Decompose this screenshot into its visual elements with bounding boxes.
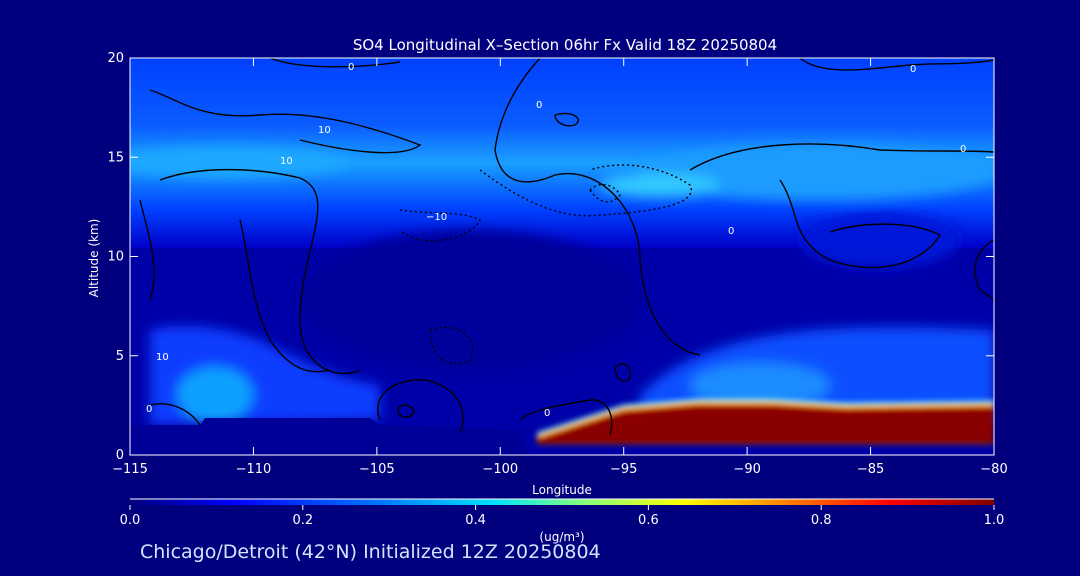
x-tick-label: −100 — [482, 462, 518, 477]
terrain-surface — [130, 418, 530, 455]
contour-line — [269, 58, 401, 68]
x-tick-label: −105 — [359, 462, 395, 477]
contour-line — [779, 179, 941, 269]
y-tick-label: 15 — [107, 150, 124, 165]
contour-line — [377, 379, 464, 433]
colorbar-ticks: 0.0 0.2 0.4 0.6 0.8 1.0 — [120, 505, 1005, 528]
x-tick-label: −90 — [733, 462, 760, 477]
contour-label: 0 — [728, 226, 734, 237]
footer-caption: Chicago/Detroit (42°N) Initialized 12Z 2… — [140, 541, 601, 563]
y-tick-label: 0 — [116, 448, 124, 463]
contour-label: −10 — [426, 212, 447, 223]
contour-line — [149, 403, 201, 426]
contour-line — [974, 239, 994, 301]
colorbar — [130, 499, 994, 505]
dark-upper-east — [800, 212, 960, 268]
colorbar-tick-label: 0.2 — [292, 513, 313, 528]
highlight-west — [130, 146, 350, 178]
lower-west-bright — [177, 367, 253, 423]
y-axis-label: Altitude (km) — [87, 219, 101, 298]
contour-label: 0 — [348, 62, 354, 73]
contour-label: 0 — [544, 408, 550, 419]
dark-core — [300, 230, 640, 370]
contour-label: 0 — [536, 100, 542, 111]
colorbar-tick-label: 0.0 — [120, 513, 141, 528]
x-tick-label: −115 — [112, 462, 148, 477]
x-tick-label: −80 — [980, 462, 1007, 477]
contour-line — [149, 89, 422, 154]
colorbar-tick-label: 0.6 — [638, 513, 659, 528]
contour-label: 0 — [960, 144, 966, 155]
lower-east-bright — [690, 363, 830, 407]
contour-label: 0 — [910, 64, 916, 75]
highlight-east — [640, 144, 994, 200]
contour-label: 10 — [156, 352, 169, 363]
contour-line-dashed — [589, 183, 621, 203]
colorbar-tick-label: 0.4 — [465, 513, 486, 528]
contour-line — [689, 143, 994, 171]
contour-line — [159, 168, 361, 375]
highlight-core — [600, 173, 720, 197]
colorbar-tick-label: 0.8 — [811, 513, 832, 528]
contour-label: 10 — [318, 125, 331, 136]
x-tick-label: −85 — [857, 462, 884, 477]
contour-labels: 0 0 10 10 −10 0 0 0 0 0 10 — [146, 62, 966, 419]
contour-label: 0 — [146, 404, 152, 415]
contour-line — [494, 58, 701, 356]
x-axis-label: Longitude — [532, 483, 592, 497]
x-axis: −115 −110 −105 −100 −95 −90 −85 −80 — [112, 58, 1008, 477]
colorbar-label: (ug/m³) — [539, 530, 584, 544]
chart-title: SO4 Longitudinal X–Section 06hr Fx Valid… — [353, 36, 777, 54]
y-tick-label: 5 — [116, 349, 124, 364]
contour-line-dashed — [429, 326, 474, 365]
contour-line — [799, 58, 994, 71]
colorbar-tick-label: 1.0 — [984, 513, 1005, 528]
contour-line-dashed — [479, 164, 692, 217]
lower-blue-region — [150, 325, 994, 425]
x-tick-label: −95 — [610, 462, 637, 477]
y-tick-label: 10 — [107, 250, 124, 265]
x-tick-label: −110 — [236, 462, 272, 477]
boundary-layer-region — [537, 398, 994, 445]
contour-label: 10 — [280, 156, 293, 167]
contour-line — [614, 363, 631, 382]
y-axis: 0 5 10 15 20 — [107, 51, 994, 463]
bl-band-core — [537, 405, 994, 445]
y-tick-label: 20 — [107, 51, 124, 66]
contour-line — [239, 219, 331, 373]
contour-line — [397, 404, 415, 418]
contour-lines — [139, 58, 994, 436]
upper-highlights — [130, 144, 994, 370]
contour-line — [554, 112, 579, 127]
contour-line-dashed — [399, 209, 481, 242]
contour-line — [139, 199, 155, 301]
contour-line — [519, 399, 613, 436]
